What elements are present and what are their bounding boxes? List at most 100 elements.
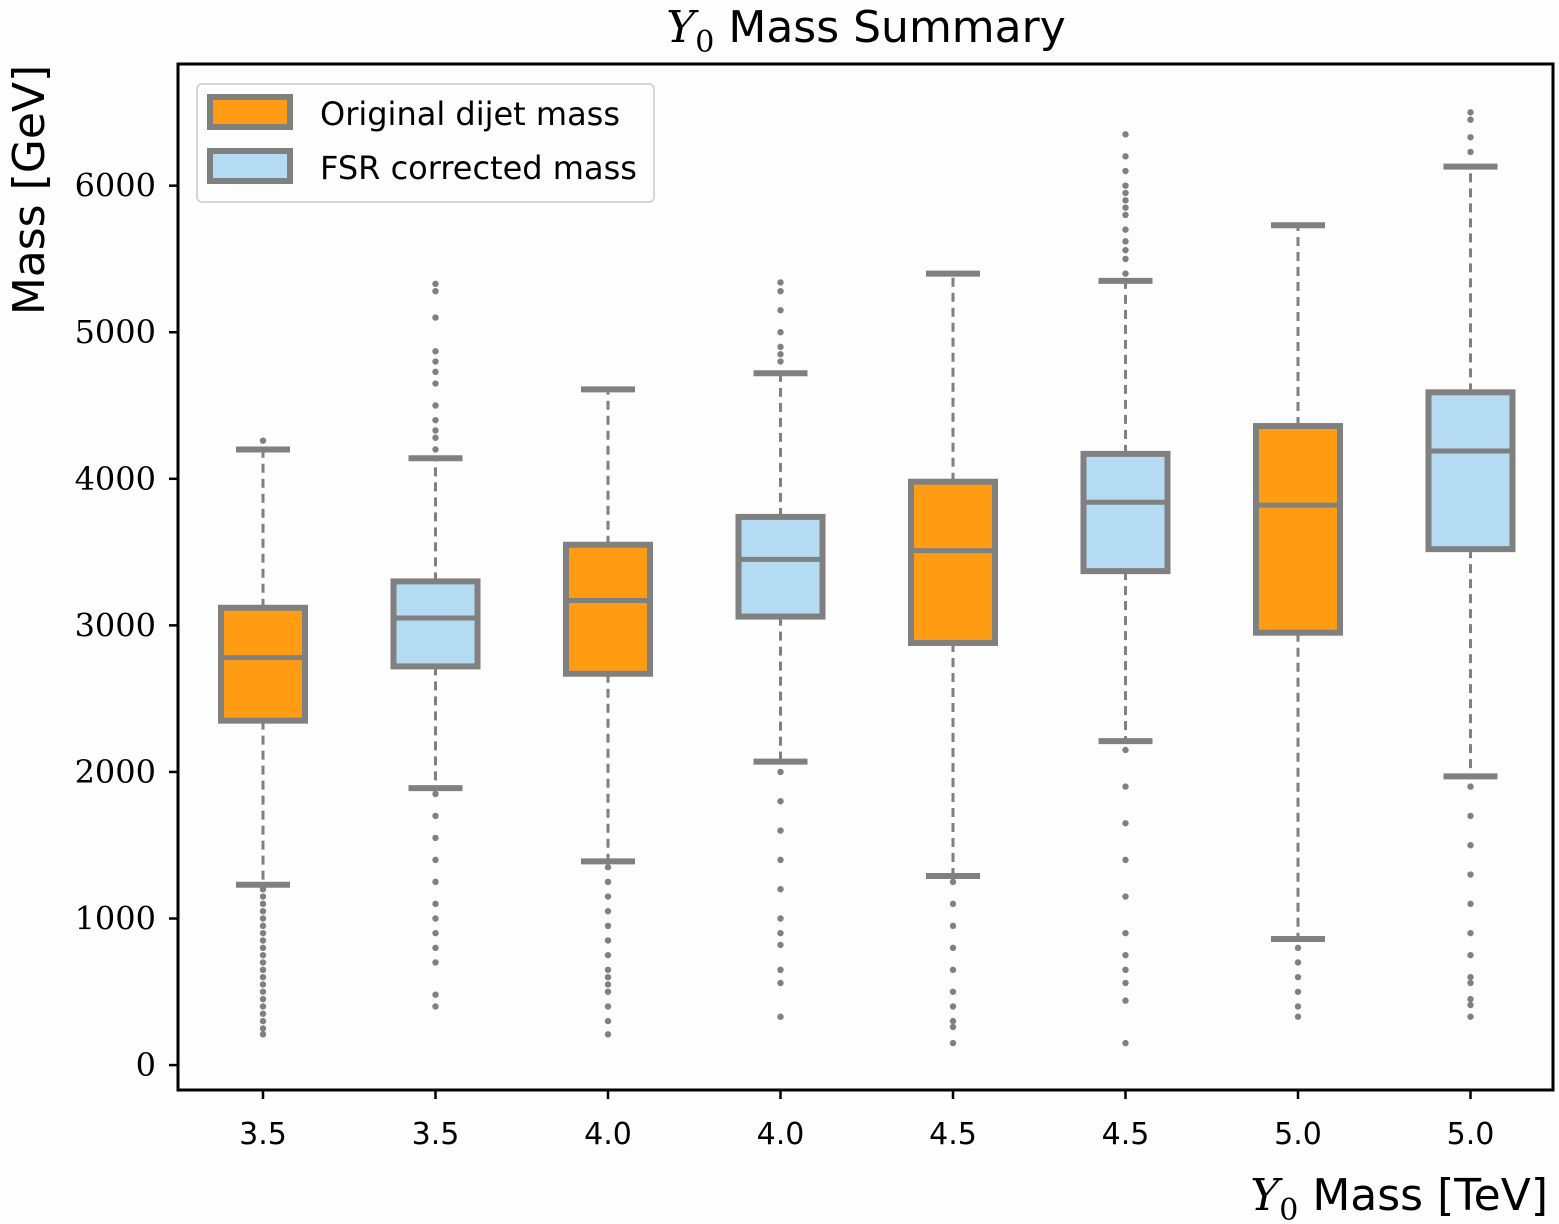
outlier-point [259, 893, 267, 900]
outlier-point [777, 827, 784, 834]
plot-frame [176, 62, 1555, 1092]
outlier-point [432, 1003, 439, 1010]
outlier-point [1122, 856, 1129, 864]
y-tick-label: 3000 [75, 606, 156, 644]
outlier-point [1122, 966, 1129, 974]
outlier-point [1467, 109, 1474, 116]
outlier-point [1122, 204, 1129, 211]
outlier-point [1122, 929, 1129, 937]
outlier-point [777, 343, 784, 351]
outlier-point [259, 885, 267, 893]
outlier-point [432, 358, 439, 365]
box-1 [218, 437, 308, 1038]
x-tick-label: 3.5 [412, 1117, 460, 1152]
outlier-point [949, 922, 957, 930]
outlier-point [1467, 1013, 1474, 1020]
box-body [390, 578, 481, 670]
outlier-point [777, 307, 784, 314]
box-body [1080, 450, 1171, 575]
outlier-point [259, 1031, 267, 1038]
outlier-point [259, 900, 267, 908]
outlier-point [1122, 211, 1129, 219]
outlier-point [777, 941, 784, 949]
outlier-point [949, 1023, 957, 1031]
y-tick-label: 4000 [75, 460, 156, 498]
outlier-point [1467, 951, 1474, 959]
chart-title: Y0 Mass Summary [666, 2, 1066, 60]
outlier-point [1122, 270, 1129, 277]
x-axis-label: Y0 Mass [TeV] [1250, 1170, 1548, 1224]
outlier-point [432, 314, 439, 321]
outlier-point [1122, 238, 1129, 245]
outlier-point [1122, 893, 1129, 900]
outlier-point [259, 988, 267, 995]
outlier-point [1122, 153, 1129, 160]
outlier-point [1122, 997, 1129, 1004]
box-3 [563, 386, 653, 1038]
outlier-point [1467, 979, 1474, 987]
y-tick-label: 5000 [75, 313, 156, 351]
outlier-point [259, 944, 267, 952]
outlier-point [1122, 197, 1129, 204]
box-4 [735, 279, 826, 1020]
y-tick-label: 6000 [75, 167, 156, 205]
box-7 [1253, 222, 1343, 1020]
outlier-point [259, 922, 267, 930]
y-tick-label: 0 [136, 1046, 156, 1084]
legend-frame [196, 83, 655, 203]
outlier-point [1122, 182, 1129, 189]
outlier-point [1122, 167, 1129, 175]
outlier-point [432, 427, 439, 434]
outlier-point [604, 893, 612, 900]
outlier-point [432, 380, 439, 387]
outlier-point [1467, 900, 1474, 908]
outlier-point [259, 437, 267, 444]
outlier-point [1467, 1001, 1474, 1009]
outlier-point [432, 900, 439, 908]
outlier-point [949, 900, 957, 908]
outlier-point [1467, 995, 1474, 1003]
outlier-point [949, 1039, 957, 1047]
outlier-point [777, 929, 784, 937]
outlier-point [949, 988, 957, 995]
y-axis: 0 1000 2000 3000 4000 5000 6000 [75, 167, 178, 1084]
outlier-point [1122, 1039, 1129, 1047]
outlier-point [1467, 148, 1474, 156]
outlier-point [259, 915, 267, 922]
outlier-point [259, 966, 267, 974]
outlier-point [1294, 988, 1302, 995]
outlier-point [949, 878, 957, 886]
outlier-point [1294, 944, 1302, 952]
outlier-point [604, 864, 612, 871]
box-body [1253, 423, 1343, 636]
outlier-point [949, 944, 957, 952]
outlier-point [1122, 226, 1129, 233]
outlier-point [1467, 783, 1474, 790]
legend-swatch [207, 94, 293, 130]
outlier-point [604, 988, 612, 995]
outlier-point [1122, 255, 1129, 263]
outlier-point [604, 1003, 612, 1010]
x-tick-label: 5.0 [1274, 1117, 1322, 1152]
outlier-point [432, 434, 439, 441]
outlier-point [777, 1013, 784, 1020]
outlier-point [1122, 951, 1129, 959]
outlier-point [1294, 1003, 1302, 1010]
box-body [218, 604, 308, 724]
x-tick-label: 5.0 [1447, 1117, 1495, 1152]
box-body [1425, 389, 1516, 553]
outlier-point [1467, 973, 1474, 981]
outlier-point [1467, 116, 1474, 123]
outlier-point [432, 944, 439, 952]
box-6 [1080, 131, 1171, 1047]
box-8 [1425, 109, 1516, 1020]
outlier-point [259, 937, 267, 944]
legend-label: Original dijet mass [320, 95, 620, 133]
outlier-point [777, 915, 784, 922]
outlier-point [777, 329, 784, 336]
outlier-point [432, 929, 439, 937]
outlier-point [259, 1017, 267, 1025]
outlier-point [1294, 1013, 1302, 1020]
outlier-point [604, 878, 612, 886]
